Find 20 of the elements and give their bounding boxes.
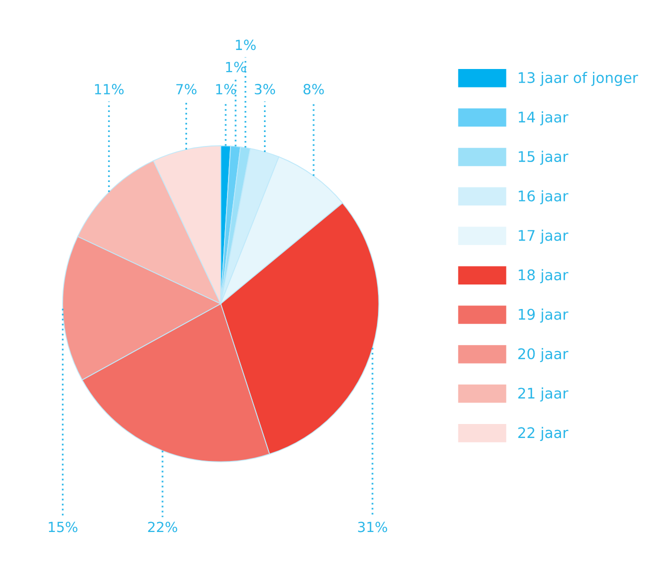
data-label: 22%	[148, 522, 178, 532]
data-label: 15%	[48, 522, 78, 532]
legend-label: 15 jaar	[518, 150, 568, 165]
legend-label: 21 jaar	[518, 387, 568, 402]
legend-label: 18 jaar	[518, 269, 568, 284]
data-label: 31%	[358, 522, 388, 532]
legend-label: 14 jaar	[518, 111, 568, 126]
legend-label: 20 jaar	[518, 348, 568, 362]
legend-label: 13 jaar of jonger	[518, 72, 638, 86]
data-label: 1%	[236, 40, 256, 50]
legend-label: 17 jaar	[518, 230, 568, 244]
legend-label: 19 jaar	[518, 308, 568, 323]
data-label: 3%	[254, 84, 276, 94]
legend-label: 22 jaar	[518, 426, 568, 441]
legend-label: 16 jaar	[518, 190, 568, 204]
data-label: 8%	[304, 84, 324, 94]
data-label: 1%	[226, 62, 246, 72]
data-label: 1%	[216, 84, 236, 94]
data-label: 11%	[95, 84, 124, 94]
data-label: 7%	[176, 84, 196, 94]
